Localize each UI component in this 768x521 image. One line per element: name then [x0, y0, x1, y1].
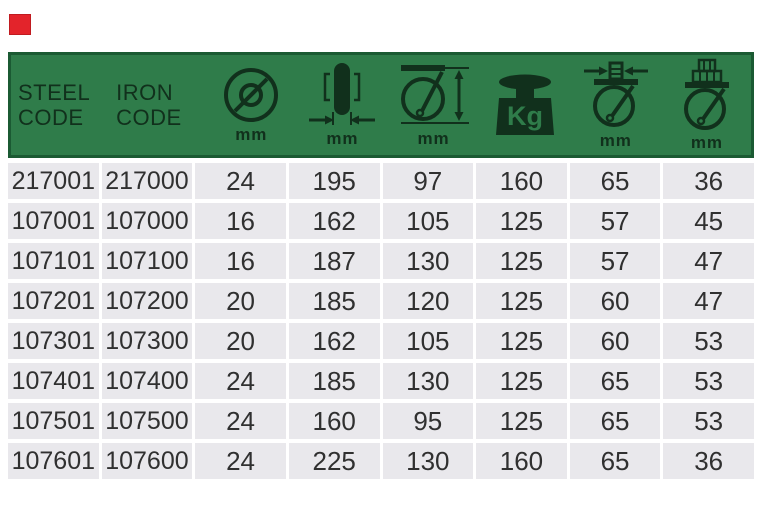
load-cell: 125	[476, 203, 567, 239]
wheel-width-icon	[309, 62, 376, 125]
diameter-cell: 16	[195, 203, 286, 239]
table-row: 107201 107200 20 185 120 125 60 47	[8, 283, 754, 319]
iron-code-label: IRON CODE	[116, 79, 182, 130]
diameter-cell: 24	[195, 403, 286, 439]
header-height: mm	[390, 55, 478, 155]
fitting-cell: 53	[663, 323, 754, 359]
bolt-caster-icon	[683, 58, 729, 130]
steel-code-cell: 107601	[8, 443, 99, 479]
steel-code-cell: 107201	[8, 283, 99, 319]
height-cell: 120	[382, 283, 474, 319]
wheel-width-cell: 187	[288, 243, 380, 279]
bolt-unit: mm	[690, 132, 724, 152]
diameter-unit: mm	[235, 124, 268, 144]
kg-label: Kg	[507, 101, 543, 131]
fitting-cell: 53	[663, 403, 754, 439]
table-row: 107501 107500 24 160 95 125 65 53	[8, 403, 754, 439]
iron-code-cell: 107300	[101, 323, 193, 359]
stem-caster-icon	[583, 61, 648, 127]
header-stem: mm	[572, 55, 660, 155]
load-cell: 125	[476, 323, 567, 359]
load-cell: 125	[476, 403, 567, 439]
header-load-capacity: Kg	[481, 55, 569, 155]
fitting-cell: 45	[663, 203, 754, 239]
diameter-cell: 16	[195, 243, 286, 279]
height-cell: 130	[382, 363, 474, 399]
table-row: 107001 107000 16 162 105 125 57 45	[8, 203, 754, 239]
steel-code-cell: 217001	[8, 163, 99, 199]
table-body: 217001 217000 24 195 97 160 65 36 107001…	[8, 163, 754, 479]
load-cell: 125	[476, 243, 567, 279]
header-steel-code: STEEL CODE	[11, 55, 106, 155]
steel-code-cell: 107001	[8, 203, 99, 239]
steel-code-cell: 107101	[8, 243, 99, 279]
diameter-cell: 24	[195, 363, 286, 399]
caster-spec-table: STEEL CODE IRON CODE mm	[8, 52, 754, 483]
wheel-width-cell: 225	[288, 443, 380, 479]
diameter-cell: 20	[195, 283, 286, 319]
height-unit: mm	[417, 128, 450, 148]
stem-cell: 57	[569, 203, 661, 239]
iron-code-cell: 217000	[101, 163, 193, 199]
steel-code-cell: 107301	[8, 323, 99, 359]
stem-cell: 57	[569, 243, 661, 279]
stem-cell: 60	[569, 323, 661, 359]
iron-code-cell: 107600	[101, 443, 193, 479]
wheel-width-cell: 185	[288, 283, 380, 319]
fitting-cell: 47	[663, 283, 754, 319]
load-cell: 160	[476, 163, 567, 199]
table-header: STEEL CODE IRON CODE mm	[8, 52, 754, 158]
header-wheel-width: mm	[298, 55, 386, 155]
steel-code-cell: 107501	[8, 403, 99, 439]
load-capacity-kg-icon: Kg	[495, 74, 554, 135]
wheel-width-cell: 195	[288, 163, 380, 199]
height-cell: 97	[382, 163, 474, 199]
steel-code-label: STEEL CODE	[18, 79, 91, 130]
iron-code-cell: 107500	[101, 403, 193, 439]
diameter-cell: 24	[195, 443, 286, 479]
fitting-cell: 47	[663, 243, 754, 279]
iron-code-cell: 107100	[101, 243, 193, 279]
iron-code-cell: 107400	[101, 363, 193, 399]
iron-code-cell: 107200	[101, 283, 193, 319]
wheel-width-cell: 185	[288, 363, 380, 399]
stem-cell: 65	[569, 403, 661, 439]
wheel-width-cell: 162	[288, 203, 380, 239]
caster-height-icon	[400, 64, 469, 124]
table-row: 107601 107600 24 225 130 160 65 36	[8, 443, 754, 479]
header-iron-code: IRON CODE	[109, 55, 204, 155]
diameter-cell: 20	[195, 323, 286, 359]
height-cell: 130	[382, 443, 474, 479]
header-bolt-fitting: mm	[663, 55, 751, 155]
diameter-cell: 24	[195, 163, 286, 199]
height-cell: 105	[382, 323, 474, 359]
iron-code-cell: 107000	[101, 203, 193, 239]
load-cell: 125	[476, 363, 567, 399]
height-cell: 130	[382, 243, 474, 279]
steel-code-cell: 107401	[8, 363, 99, 399]
wheel-width-unit: mm	[326, 128, 359, 148]
load-cell: 125	[476, 283, 567, 319]
red-square-marker	[9, 14, 31, 35]
table-row: 217001 217000 24 195 97 160 65 36	[8, 163, 754, 199]
header-diameter: mm	[207, 55, 295, 155]
table-row: 107401 107400 24 185 130 125 65 53	[8, 363, 754, 399]
fitting-cell: 36	[663, 163, 754, 199]
table-row: 107301 107300 20 162 105 125 60 53	[8, 323, 754, 359]
stem-cell: 65	[569, 363, 661, 399]
table-row: 107101 107100 16 187 130 125 57 47	[8, 243, 754, 279]
diameter-icon	[224, 67, 279, 122]
height-cell: 95	[382, 403, 474, 439]
load-cell: 160	[476, 443, 567, 479]
stem-cell: 65	[569, 443, 661, 479]
stem-unit: mm	[599, 130, 632, 150]
stem-cell: 65	[569, 163, 661, 199]
stem-cell: 60	[569, 283, 661, 319]
wheel-width-cell: 162	[288, 323, 380, 359]
height-cell: 105	[382, 203, 474, 239]
fitting-cell: 53	[663, 363, 754, 399]
wheel-width-cell: 160	[288, 403, 380, 439]
fitting-cell: 36	[663, 443, 754, 479]
